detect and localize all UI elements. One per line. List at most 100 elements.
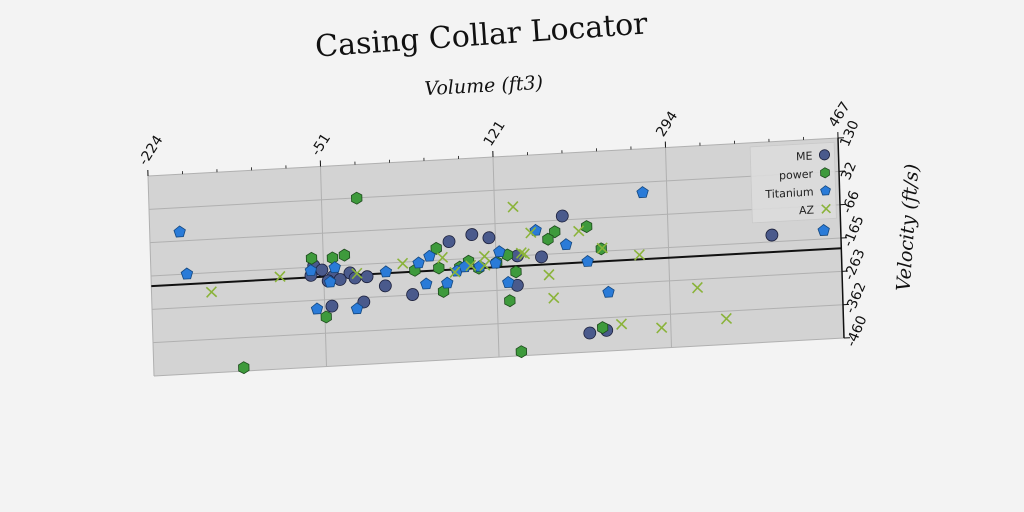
data-point bbox=[581, 255, 594, 267]
legend-label: Titanium bbox=[764, 185, 814, 201]
y-tick-label: -66 bbox=[839, 188, 863, 215]
legend: ME power Titanium AZ bbox=[749, 141, 837, 224]
data-point bbox=[442, 235, 456, 249]
data-point bbox=[320, 310, 332, 324]
legend-marker bbox=[820, 167, 830, 179]
legend-marker bbox=[821, 203, 832, 214]
data-point bbox=[304, 264, 318, 277]
data-point bbox=[205, 286, 218, 298]
data-point bbox=[328, 261, 341, 274]
data-point bbox=[351, 191, 363, 205]
data-marks bbox=[173, 186, 830, 375]
y-tick-label: -362 bbox=[842, 280, 869, 315]
data-point bbox=[482, 231, 496, 245]
data-point bbox=[478, 250, 491, 263]
legend-box bbox=[749, 141, 837, 224]
data-point bbox=[449, 266, 461, 278]
data-point bbox=[348, 271, 362, 285]
data-point bbox=[636, 186, 649, 199]
data-point bbox=[310, 302, 324, 315]
data-point bbox=[580, 220, 593, 234]
data-point bbox=[510, 265, 522, 279]
data-point bbox=[479, 259, 491, 272]
x-tick-label: -224 bbox=[136, 133, 167, 169]
data-point bbox=[360, 270, 374, 284]
x-tick-label: 121 bbox=[481, 118, 509, 149]
data-point bbox=[379, 265, 393, 278]
data-point bbox=[180, 267, 194, 280]
data-point bbox=[441, 276, 454, 289]
data-point bbox=[465, 259, 477, 272]
data-point bbox=[502, 275, 515, 289]
data-point bbox=[518, 248, 531, 260]
data-point bbox=[350, 302, 364, 315]
x-axis-label: Volume (ft3) bbox=[424, 72, 544, 100]
data-point bbox=[396, 257, 409, 270]
data-point bbox=[420, 277, 433, 290]
data-point bbox=[633, 249, 646, 261]
data-point bbox=[436, 251, 449, 264]
data-point bbox=[325, 299, 339, 313]
x-tick-label: 294 bbox=[653, 109, 681, 140]
data-point bbox=[529, 223, 542, 236]
y-tick-label: 32 bbox=[838, 160, 860, 183]
legend-marker bbox=[818, 149, 830, 161]
data-point bbox=[596, 321, 609, 335]
data-point bbox=[465, 228, 479, 241]
chart-title: Casing Collar Locator bbox=[314, 6, 649, 64]
data-point bbox=[543, 269, 555, 281]
data-point bbox=[720, 312, 733, 325]
data-point bbox=[559, 238, 573, 251]
data-point bbox=[504, 294, 516, 308]
data-point bbox=[315, 263, 329, 277]
data-point bbox=[515, 345, 528, 359]
data-point bbox=[412, 256, 425, 269]
y-grid-line bbox=[151, 270, 843, 310]
series-az bbox=[205, 201, 733, 334]
y-tick-label: -263 bbox=[841, 247, 868, 282]
data-point bbox=[602, 285, 615, 298]
plot-group: -224 -51 121 294 46713032-66-165-263-362-460… bbox=[136, 99, 871, 377]
data-point bbox=[525, 226, 537, 239]
legend-label: ME bbox=[796, 149, 813, 163]
y-axis-line bbox=[837, 138, 845, 339]
data-point bbox=[323, 275, 337, 288]
y-grid-line bbox=[148, 170, 840, 210]
data-point bbox=[555, 209, 569, 223]
data-point bbox=[548, 292, 560, 304]
data-point bbox=[615, 318, 628, 330]
data-point bbox=[493, 245, 506, 258]
data-point bbox=[423, 249, 436, 262]
data-point bbox=[173, 225, 186, 238]
data-point bbox=[817, 223, 830, 236]
y-tick-label: -165 bbox=[840, 214, 867, 249]
y-grid-line bbox=[153, 337, 845, 377]
data-point bbox=[378, 279, 392, 293]
data-point bbox=[406, 288, 420, 301]
legend-marker bbox=[820, 185, 831, 196]
data-point bbox=[274, 270, 286, 283]
data-point bbox=[326, 251, 339, 265]
legend-label: power bbox=[779, 167, 814, 182]
data-point bbox=[535, 250, 548, 264]
data-point bbox=[515, 247, 528, 259]
y-grid-line bbox=[152, 304, 844, 344]
data-point bbox=[655, 321, 668, 334]
y-tick-label: -460 bbox=[843, 314, 870, 349]
data-point bbox=[596, 242, 608, 254]
y-grid-line bbox=[149, 204, 841, 244]
data-point bbox=[583, 326, 597, 340]
data-point bbox=[542, 232, 554, 246]
data-point bbox=[573, 225, 585, 237]
data-point bbox=[507, 201, 519, 213]
data-point bbox=[305, 251, 318, 265]
data-point bbox=[489, 256, 502, 269]
data-point bbox=[351, 267, 363, 280]
x-tick-label: -51 bbox=[308, 131, 334, 159]
legend-label: AZ bbox=[799, 203, 815, 217]
y-axis-label: Velocity (ft/s) bbox=[893, 163, 924, 292]
data-point bbox=[238, 361, 250, 375]
data-point bbox=[501, 248, 514, 262]
data-point bbox=[338, 248, 351, 262]
